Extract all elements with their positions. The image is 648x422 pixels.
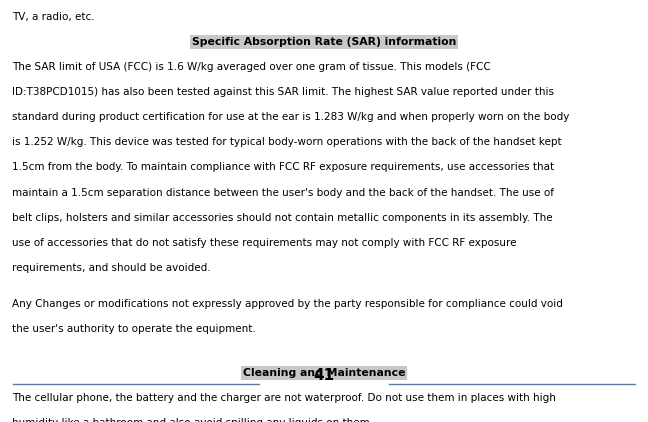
Text: Specific Absorption Rate (SAR) information: Specific Absorption Rate (SAR) informati… (192, 37, 456, 47)
Text: use of accessories that do not satisfy these requirements may not comply with FC: use of accessories that do not satisfy t… (12, 238, 516, 248)
Text: standard during product certification for use at the ear is 1.283 W/kg and when : standard during product certification fo… (12, 112, 569, 122)
Text: is 1.252 W/kg. This device was tested for typical body-worn operations with the : is 1.252 W/kg. This device was tested fo… (12, 137, 561, 147)
Text: belt clips, holsters and similar accessories should not contain metallic compone: belt clips, holsters and similar accesso… (12, 213, 552, 223)
Text: maintain a 1.5cm separation distance between the user's body and the back of the: maintain a 1.5cm separation distance bet… (12, 187, 553, 197)
Text: TV, a radio, etc.: TV, a radio, etc. (12, 12, 95, 22)
Text: 41: 41 (314, 368, 334, 383)
Text: requirements, and should be avoided.: requirements, and should be avoided. (12, 263, 211, 273)
Text: The SAR limit of USA (FCC) is 1.6 W/kg averaged over one gram of tissue. This mo: The SAR limit of USA (FCC) is 1.6 W/kg a… (12, 62, 491, 72)
Text: ID:T38PCD1015) has also been tested against this SAR limit. The highest SAR valu: ID:T38PCD1015) has also been tested agai… (12, 87, 553, 97)
Text: The cellular phone, the battery and the charger are not waterproof. Do not use t: The cellular phone, the battery and the … (12, 393, 555, 403)
Text: Any Changes or modifications not expressly approved by the party responsible for: Any Changes or modifications not express… (12, 299, 562, 308)
Text: the user's authority to operate the equipment.: the user's authority to operate the equi… (12, 324, 255, 334)
Text: humidity like a bathroom and also avoid spilling any liquids on them.: humidity like a bathroom and also avoid … (12, 418, 373, 422)
Text: Cleaning and Maintenance: Cleaning and Maintenance (243, 368, 405, 378)
Text: 1.5cm from the body. To maintain compliance with FCC RF exposure requirements, u: 1.5cm from the body. To maintain complia… (12, 162, 554, 173)
